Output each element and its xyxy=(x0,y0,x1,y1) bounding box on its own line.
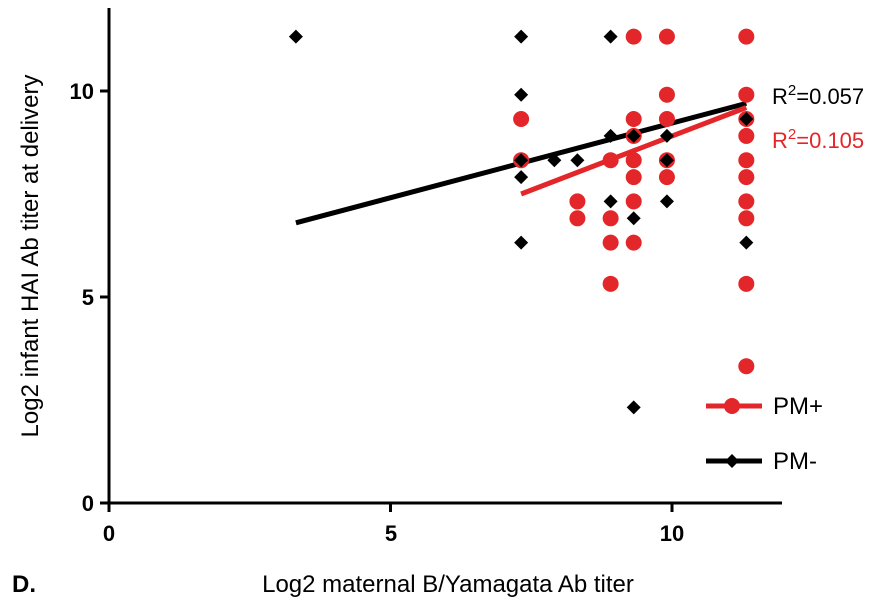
point-pm-plus-14 xyxy=(625,234,642,251)
point-pm-plus-3 xyxy=(569,210,586,227)
point-pm-minus-5 xyxy=(514,235,529,250)
point-pm-minus-17 xyxy=(739,112,754,127)
point-pm-minus-13 xyxy=(626,400,641,415)
x-tick-label-10: 10 xyxy=(660,521,684,546)
point-pm-plus-4 xyxy=(602,152,619,169)
x-tick-label-5: 5 xyxy=(385,521,397,546)
series-pm-plus xyxy=(513,28,755,375)
point-pm-minus-9 xyxy=(603,128,618,143)
point-pm-minus-7 xyxy=(570,153,585,168)
point-pm-plus-28 xyxy=(738,275,755,292)
legend-label-pm-plus: PM+ xyxy=(773,393,823,420)
legend-item-pm-plus: PM+ xyxy=(706,393,823,420)
point-pm-plus-26 xyxy=(738,193,755,210)
y-tick-label-0: 0 xyxy=(82,491,94,516)
point-pm-minus-0 xyxy=(288,29,303,44)
point-pm-plus-23 xyxy=(738,127,755,144)
svg-text:R2=0.105: R2=0.105 xyxy=(772,126,864,153)
x-axis-title: Log2 maternal B/Yamagata Ab titer xyxy=(262,571,634,598)
point-pm-plus-12 xyxy=(625,169,642,186)
point-pm-plus-17 xyxy=(658,111,675,128)
point-pm-plus-29 xyxy=(738,358,755,375)
point-pm-plus-13 xyxy=(625,193,642,210)
point-pm-plus-9 xyxy=(625,111,642,128)
data-points xyxy=(288,28,755,415)
y-tick-label-5: 5 xyxy=(82,285,94,310)
point-pm-minus-15 xyxy=(659,153,674,168)
r2-value-pm-minus: 0.057 xyxy=(809,84,864,109)
legend-marker-pm-minus xyxy=(725,454,739,468)
point-pm-plus-11 xyxy=(625,152,642,169)
tick-marks xyxy=(100,89,674,512)
point-pm-plus-6 xyxy=(602,234,619,251)
fit-line-pm-plus xyxy=(520,105,748,197)
point-pm-plus-20 xyxy=(738,28,755,45)
r2-pm-minus: R2=0.057 xyxy=(772,82,864,109)
point-pm-minus-8 xyxy=(603,29,618,44)
point-pm-minus-6 xyxy=(547,153,562,168)
point-pm-plus-7 xyxy=(602,275,619,292)
point-pm-minus-3 xyxy=(514,153,529,168)
panel-label: D. xyxy=(12,571,36,598)
point-pm-minus-12 xyxy=(626,211,641,226)
point-pm-plus-2 xyxy=(569,193,586,210)
legend: PM+ PM- xyxy=(706,393,823,475)
y-tick-label-10: 10 xyxy=(70,79,94,104)
point-pm-plus-25 xyxy=(738,169,755,186)
point-pm-plus-21 xyxy=(738,86,755,103)
point-pm-minus-2 xyxy=(514,87,529,102)
point-pm-minus-10 xyxy=(603,194,618,209)
legend-item-pm-minus: PM- xyxy=(706,448,817,475)
point-pm-plus-8 xyxy=(625,28,642,45)
point-pm-plus-0 xyxy=(513,111,530,128)
series-pm-minus xyxy=(288,29,754,415)
legend-marker-pm-plus xyxy=(724,398,740,414)
point-pm-minus-18 xyxy=(739,235,754,250)
y-axis-title: Log2 infant HAI Ab titer at delivery xyxy=(17,75,44,438)
point-pm-plus-15 xyxy=(658,28,675,45)
point-pm-minus-14 xyxy=(659,128,674,143)
point-pm-plus-27 xyxy=(738,210,755,227)
point-pm-minus-4 xyxy=(514,170,529,185)
point-pm-plus-16 xyxy=(658,86,675,103)
r2-pm-plus: R2=0.105 xyxy=(772,126,864,153)
point-pm-plus-19 xyxy=(658,169,675,186)
axes xyxy=(107,8,782,505)
point-pm-minus-1 xyxy=(514,29,529,44)
point-pm-plus-24 xyxy=(738,152,755,169)
point-pm-minus-11 xyxy=(626,128,641,143)
x-tick-label-0: 0 xyxy=(103,521,115,546)
svg-text:R2=0.057: R2=0.057 xyxy=(772,82,864,109)
legend-label-pm-minus: PM- xyxy=(773,448,817,475)
point-pm-plus-5 xyxy=(602,210,619,227)
point-pm-minus-16 xyxy=(659,194,674,209)
r2-value-pm-plus: 0.105 xyxy=(809,128,864,153)
